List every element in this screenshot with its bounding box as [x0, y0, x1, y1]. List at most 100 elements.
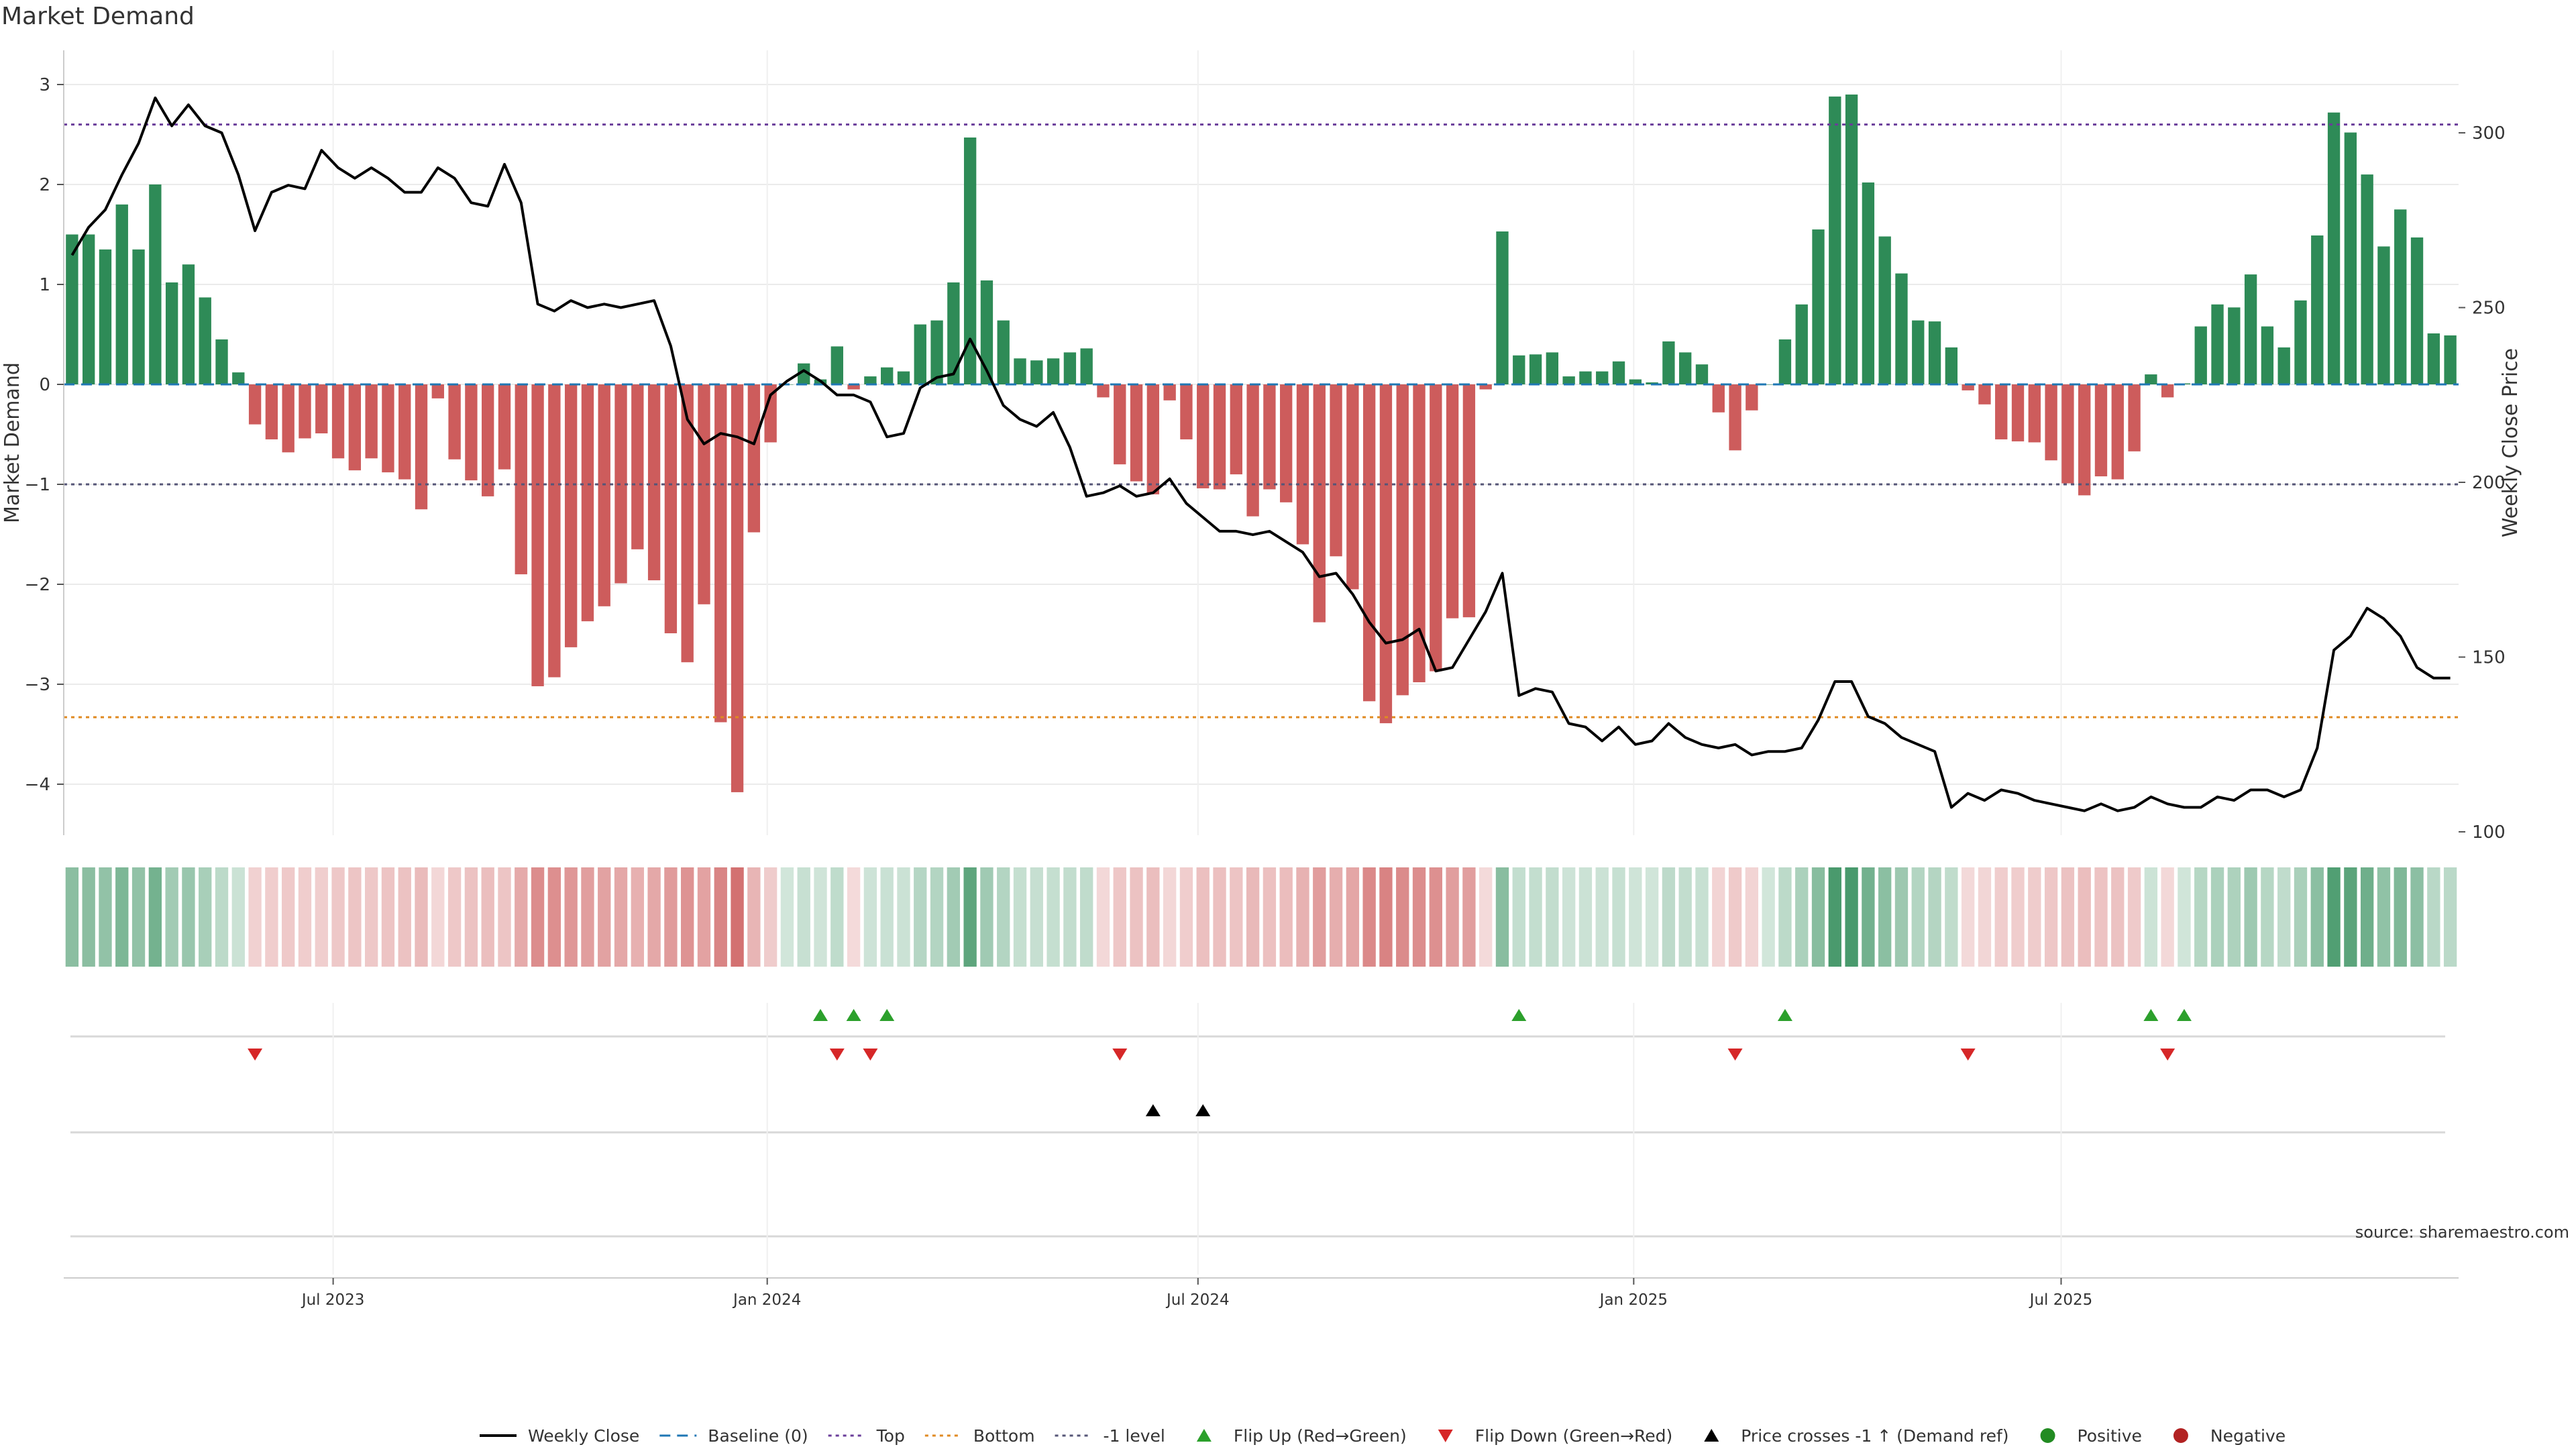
- heat-cell: [980, 867, 994, 967]
- negative-bar: [531, 384, 544, 686]
- legend-swatch: [1704, 1429, 1719, 1442]
- x-tick-label: Jan 2024: [732, 1291, 801, 1309]
- heat-cell: [1329, 867, 1343, 967]
- heat-cell: [2344, 867, 2357, 967]
- demand-bars: [66, 94, 2457, 792]
- negative-bar: [265, 384, 278, 439]
- negative-bar: [382, 384, 394, 473]
- negative-bar: [1462, 384, 1476, 618]
- negative-bar: [431, 384, 444, 398]
- legend-label: Baseline (0): [708, 1426, 808, 1446]
- negative-bar: [448, 384, 461, 460]
- heat-cell: [547, 867, 561, 967]
- positive-bar: [99, 249, 112, 384]
- negative-bar: [365, 384, 378, 459]
- positive-bar: [1496, 231, 1509, 384]
- heat-cell: [1662, 867, 1676, 967]
- heat-cell: [880, 867, 894, 967]
- heat-cell: [1578, 867, 1593, 967]
- positive-bar: [2311, 235, 2324, 384]
- negative-bar: [415, 384, 428, 510]
- positive-bar: [947, 282, 960, 384]
- heat-cell: [681, 867, 694, 967]
- negative-bar: [1978, 384, 1991, 405]
- negative-bar: [731, 384, 744, 792]
- y-tick-label: 1: [39, 275, 50, 295]
- negative-bar: [2028, 384, 2041, 443]
- heat-cell: [131, 867, 146, 967]
- positive-bar: [1945, 347, 1958, 384]
- price-cross-marker: [1195, 1104, 1211, 1116]
- positive-bar: [1596, 371, 1609, 384]
- heat-cell: [1811, 867, 1825, 967]
- heat-cell: [581, 867, 594, 967]
- heat-cell: [2028, 867, 2041, 967]
- positive-bar: [1546, 352, 1559, 384]
- positive-bar: [199, 297, 211, 384]
- heat-cell: [2227, 867, 2241, 967]
- negative-bar: [1163, 384, 1176, 400]
- heat-cell: [1878, 867, 1892, 967]
- positive-bar: [864, 376, 877, 384]
- heat-cell: [1978, 867, 1992, 967]
- heat-cell: [697, 867, 711, 967]
- y-axis-label: Market Demand: [1, 362, 24, 523]
- positive-bar: [1529, 354, 1542, 384]
- heat-cell: [1279, 867, 1293, 967]
- heat-cell: [1146, 867, 1160, 967]
- heat-cell: [598, 867, 611, 967]
- heat-cell: [1462, 867, 1476, 967]
- positive-bar: [1562, 376, 1575, 384]
- heat-cell: [2310, 867, 2324, 967]
- negative-bar: [2094, 384, 2108, 477]
- positive-bar: [1579, 371, 1592, 384]
- negative-bar: [1962, 384, 1974, 390]
- positive-bar: [881, 367, 894, 384]
- heat-cell: [2061, 867, 2075, 967]
- negative-bar: [1430, 384, 1442, 672]
- positive-bar: [2194, 326, 2207, 384]
- flip-up-marker: [2176, 1009, 2192, 1021]
- positive-bar: [2377, 246, 2390, 384]
- legend-label: Weekly Close: [528, 1426, 639, 1446]
- positive-bar: [2394, 209, 2407, 384]
- negative-bar: [1230, 384, 1242, 475]
- negative-bar: [1446, 384, 1459, 619]
- source-credit: source: sharemaestro.com: [2355, 1223, 2569, 1242]
- negative-bar: [1213, 384, 1226, 490]
- positive-bar: [2327, 112, 2341, 384]
- heat-cell: [1512, 867, 1525, 967]
- flip-down-marker: [248, 1049, 263, 1061]
- heat-cell: [1313, 867, 1326, 967]
- heat-cell: [1046, 867, 1060, 967]
- heat-strip: [65, 867, 2457, 967]
- heat-cell: [2144, 867, 2158, 967]
- negative-bar: [515, 384, 527, 575]
- positive-bar: [1878, 236, 1891, 384]
- heat-cell: [1945, 867, 1958, 967]
- negative-bar: [1396, 384, 1409, 696]
- negative-bar: [482, 384, 494, 496]
- heat-cell: [914, 867, 927, 967]
- heat-cell: [997, 867, 1010, 967]
- flip-up-marker: [1511, 1009, 1527, 1021]
- heat-cell: [614, 867, 628, 967]
- positive-bar: [1912, 320, 1925, 384]
- negative-bar: [1330, 384, 1342, 557]
- flip-down-marker: [1727, 1049, 1743, 1061]
- heat-cell: [282, 867, 295, 967]
- negative-bar: [548, 384, 561, 678]
- positive-bar: [963, 137, 977, 384]
- negative-bar: [315, 384, 328, 434]
- heat-cell: [947, 867, 961, 967]
- positive-bar: [930, 320, 943, 384]
- positive-bar: [2277, 347, 2290, 384]
- negative-bar: [764, 384, 777, 443]
- negative-bar: [465, 384, 478, 481]
- reference-lines: [64, 123, 2459, 718]
- heat-cell: [1030, 867, 1043, 967]
- heat-cell: [298, 867, 312, 967]
- negative-bar: [2111, 384, 2124, 480]
- positive-bar: [830, 346, 843, 384]
- heat-cell: [1346, 867, 1360, 967]
